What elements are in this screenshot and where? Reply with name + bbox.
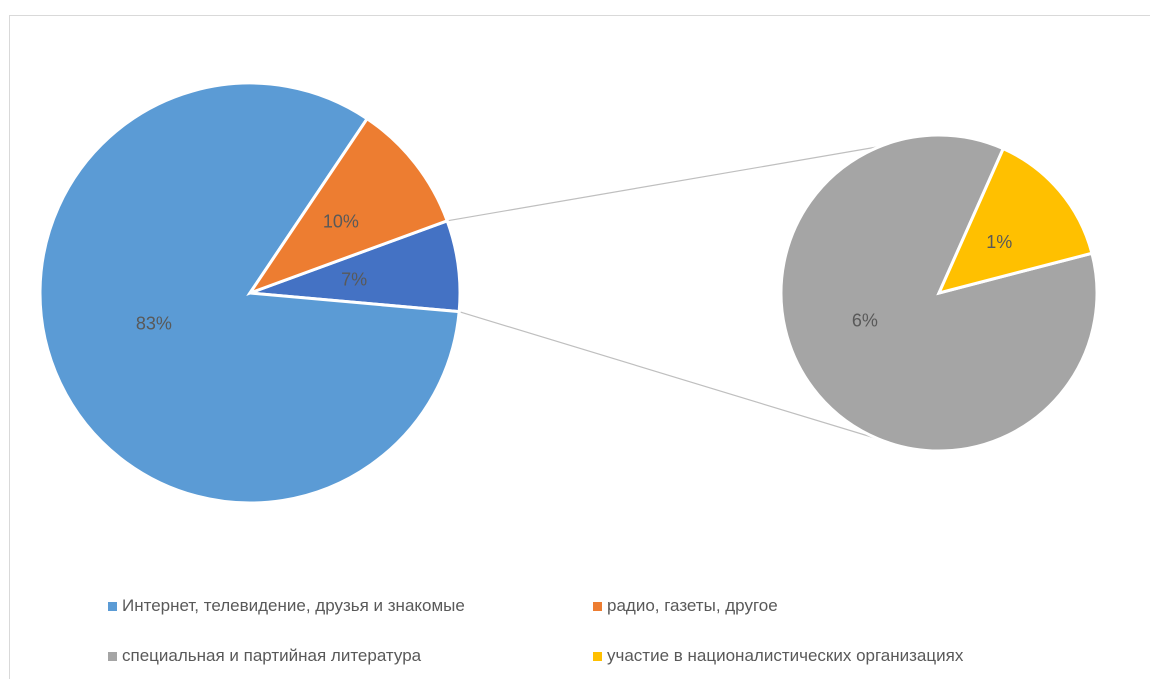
- legend-swatch-internet: [108, 602, 117, 611]
- secondary-pie: [781, 135, 1097, 451]
- label-other: 7%: [341, 269, 367, 289]
- legend-item-literature: специальная и партийная литература: [108, 644, 421, 668]
- label-internet: 83%: [136, 313, 172, 333]
- legend-swatch-organizations: [593, 652, 602, 661]
- label-radio: 10%: [323, 212, 359, 232]
- main-pie: [40, 83, 460, 503]
- legend: Интернет, телевидение, друзья и знакомые…: [0, 586, 1150, 676]
- legend-swatch-literature: [108, 652, 117, 661]
- legend-label-internet: Интернет, телевидение, друзья и знакомые: [122, 596, 465, 616]
- legend-item-radio: радио, газеты, другое: [593, 594, 778, 618]
- label-organizations: 1%: [986, 232, 1012, 252]
- legend-label-radio: радио, газеты, другое: [607, 596, 778, 616]
- legend-swatch-radio: [593, 602, 602, 611]
- legend-item-internet: Интернет, телевидение, друзья и знакомые: [108, 594, 465, 618]
- label-literature: 6%: [852, 310, 878, 330]
- legend-item-organizations: участие в националистических организация…: [593, 644, 963, 668]
- legend-label-organizations: участие в националистических организация…: [607, 646, 963, 666]
- legend-label-literature: специальная и партийная литература: [122, 646, 421, 666]
